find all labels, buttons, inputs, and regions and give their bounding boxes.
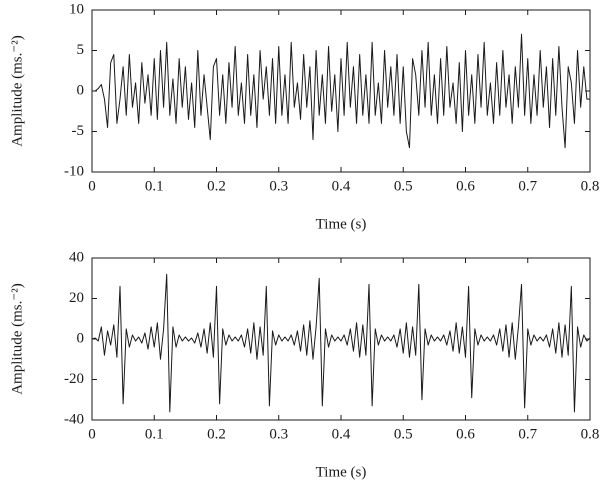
y-tick-label: -40	[64, 411, 84, 427]
x-tick-label: 0.2	[207, 426, 226, 442]
x-tick-label: 0	[88, 178, 96, 194]
x-tick-label: 0	[88, 426, 96, 442]
x-axis-label: Time (s)	[316, 216, 367, 232]
x-tick-label: 0.6	[456, 426, 475, 442]
x-tick-label: 0.2	[207, 178, 226, 194]
x-tick-label: 0.1	[145, 178, 164, 194]
y-tick-label: 5	[77, 42, 85, 58]
y-tick-label: -5	[72, 123, 85, 139]
x-tick-label: 0.8	[581, 178, 600, 194]
x-tick-label: 0.5	[394, 178, 413, 194]
x-tick-label: 0.8	[581, 426, 600, 442]
y-axis-label: Amplitude (ms.⁻²)	[9, 35, 25, 147]
y-tick-label: 20	[69, 290, 84, 306]
x-tick-label: 0.4	[332, 178, 351, 194]
signal-line	[92, 33, 590, 149]
y-tick-label: -20	[64, 371, 84, 387]
y-tick-label: -10	[64, 163, 84, 179]
y-axis-label: Amplitude (ms.⁻²)	[9, 283, 25, 395]
x-tick-label: 0.5	[394, 426, 413, 442]
x-tick-label: 0.7	[518, 426, 537, 442]
y-tick-label: 0	[77, 330, 85, 346]
x-axis-label: Time (s)	[316, 464, 367, 480]
x-tick-label: 0.3	[269, 426, 288, 442]
x-tick-label: 0.7	[518, 178, 537, 194]
x-tick-label: 0.4	[332, 426, 351, 442]
y-tick-label: 40	[69, 249, 84, 265]
x-tick-label: 0.6	[456, 178, 475, 194]
y-tick-label: 0	[77, 82, 85, 98]
x-tick-label: 0.1	[145, 426, 164, 442]
signal-line	[91, 273, 591, 413]
plot-frame	[91, 9, 591, 173]
x-tick-label: 0.3	[269, 178, 288, 194]
y-tick-label: 10	[69, 1, 84, 17]
